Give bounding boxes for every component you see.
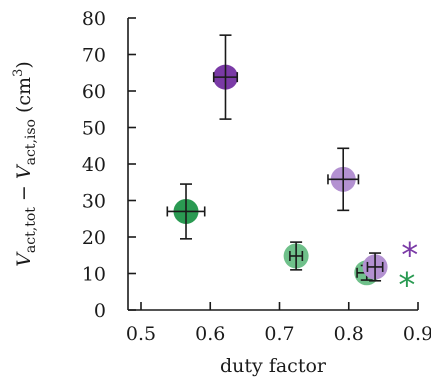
data-point xyxy=(166,183,206,240)
asterisk-marker: * xyxy=(401,235,418,275)
y-tick-label: 60 xyxy=(82,81,106,103)
y-tick-label: 50 xyxy=(82,118,106,140)
y-tick-label: 70 xyxy=(82,45,106,67)
asterisk-marker: * xyxy=(398,265,415,305)
y-tick-label: 40 xyxy=(82,154,106,176)
data-point xyxy=(362,252,388,282)
x-tick-label: 0.7 xyxy=(264,323,294,345)
y-tick-label: 80 xyxy=(82,8,106,30)
data-point xyxy=(327,147,360,212)
y-axis-title: Vact,tot − Vact,iso (cm3) xyxy=(11,61,39,267)
y-tick-label: 10 xyxy=(82,264,106,286)
x-axis-title: duty factor xyxy=(220,355,327,377)
x-tick-label: 0.8 xyxy=(334,323,364,345)
data-point xyxy=(283,241,309,271)
data-point xyxy=(212,34,239,120)
significance-markers: ** xyxy=(398,235,418,305)
data-points xyxy=(166,34,388,286)
x-ticks: 0.5 0.6 0.7 0.8 0.9 xyxy=(126,302,431,345)
y-tick-label: 20 xyxy=(82,227,106,249)
x-tick-label: 0.5 xyxy=(126,323,156,345)
y-tick-label: 30 xyxy=(82,191,106,213)
x-tick-label: 0.6 xyxy=(195,323,225,345)
x-tick-label: 0.9 xyxy=(403,323,431,345)
y-ticks: 0 10 20 30 40 50 60 70 80 xyxy=(82,8,136,322)
y-tick-label: 0 xyxy=(94,300,106,322)
